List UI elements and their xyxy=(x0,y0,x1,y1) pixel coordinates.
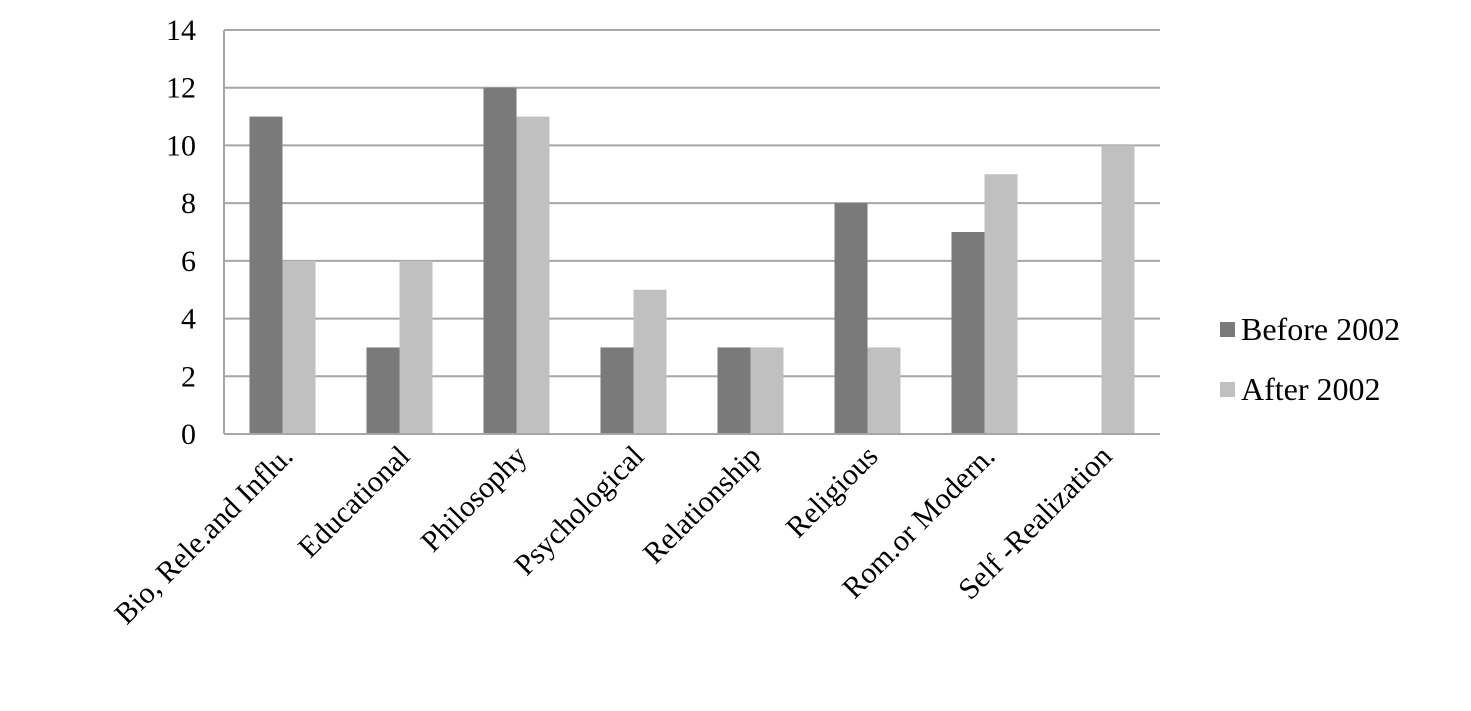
x-category-label: Religious xyxy=(780,440,885,545)
bar-after xyxy=(516,116,550,435)
y-tick-label: 0 xyxy=(181,418,196,451)
legend-swatch xyxy=(1220,382,1235,397)
x-category-label: Bio, Rele.and Influ. xyxy=(108,440,299,631)
y-tick-label: 10 xyxy=(166,129,196,162)
bar-after xyxy=(750,347,784,434)
bar-after xyxy=(399,260,433,434)
y-tick-label: 2 xyxy=(181,360,196,393)
bar-before xyxy=(249,116,283,435)
bar-after xyxy=(633,289,667,434)
bar-after xyxy=(984,174,1018,435)
bar-before xyxy=(366,347,400,434)
bar-before xyxy=(834,203,868,434)
bar-before xyxy=(600,347,634,434)
y-tick-label: 4 xyxy=(181,303,196,336)
legend-label: After 2002 xyxy=(1241,371,1381,407)
bar-after xyxy=(867,347,901,434)
bar-before xyxy=(717,347,751,434)
y-tick-label: 6 xyxy=(181,245,196,278)
y-tick-label: 12 xyxy=(166,72,196,105)
y-tick-label: 8 xyxy=(181,187,196,220)
x-category-label: Philosophy xyxy=(415,440,534,559)
bar-after xyxy=(1101,145,1135,434)
x-category-label: Educational xyxy=(292,440,417,565)
legend-label: Before 2002 xyxy=(1241,311,1400,347)
y-tick-label: 14 xyxy=(166,14,196,47)
legend-swatch xyxy=(1220,322,1235,337)
bar-before xyxy=(483,87,517,434)
x-category-label: Relationship xyxy=(637,440,768,571)
bar-before xyxy=(951,232,985,434)
bar-after xyxy=(282,260,316,434)
